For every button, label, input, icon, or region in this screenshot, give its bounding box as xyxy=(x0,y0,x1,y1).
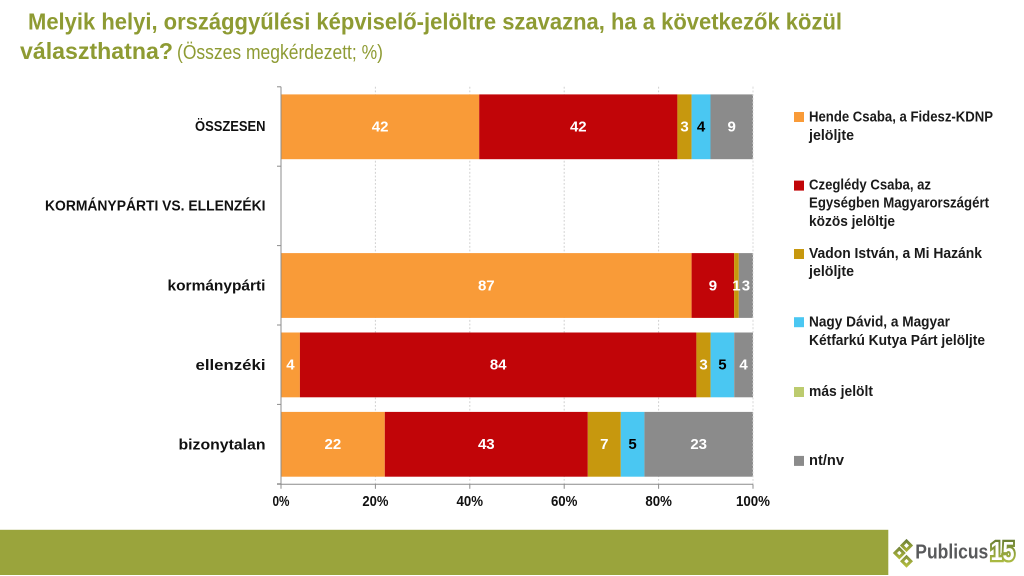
svg-text:Publicus: Publicus xyxy=(915,542,988,564)
svg-text:0%: 0% xyxy=(273,493,290,510)
svg-text:Egységben Magyarországért: Egységben Magyarországért xyxy=(809,196,989,212)
svg-text:Nagy Dávid, a Magyar: Nagy Dávid, a Magyar xyxy=(809,315,950,331)
svg-text:közös jelöltje: közös jelöltje xyxy=(809,214,895,230)
svg-text:(Összes megkérdezett; %): (Összes megkérdezett; %) xyxy=(177,41,383,64)
svg-text:5: 5 xyxy=(628,436,636,453)
svg-text:nt/nv: nt/nv xyxy=(809,453,844,469)
svg-text:1: 1 xyxy=(732,277,740,294)
svg-text:ÖSSZESEN: ÖSSZESEN xyxy=(195,118,266,135)
svg-text:5: 5 xyxy=(718,357,726,374)
svg-text:ellenzéki: ellenzéki xyxy=(196,357,266,374)
svg-text:9: 9 xyxy=(709,277,717,294)
svg-text:kormánypárti: kormánypárti xyxy=(168,278,266,295)
svg-text:60%: 60% xyxy=(551,493,578,510)
svg-text:40%: 40% xyxy=(457,493,484,510)
svg-text:4: 4 xyxy=(286,357,295,374)
svg-text:Vadon István, a Mi Hazánk: Vadon István, a Mi Hazánk xyxy=(809,246,983,262)
svg-text:Melyik helyi, országgyűlési ké: Melyik helyi, országgyűlési képviselő-je… xyxy=(28,9,842,35)
svg-text:15: 15 xyxy=(991,536,1015,566)
svg-text:4: 4 xyxy=(739,357,748,374)
svg-text:Czeglédy Csaba, az: Czeglédy Csaba, az xyxy=(809,177,931,193)
svg-text:választhatna?: választhatna? xyxy=(20,38,173,64)
svg-text:23: 23 xyxy=(690,436,707,453)
svg-text:más jelölt: más jelölt xyxy=(809,384,873,400)
svg-text:bizonytalan: bizonytalan xyxy=(179,436,266,453)
svg-text:100%: 100% xyxy=(736,493,770,510)
svg-text:20%: 20% xyxy=(362,493,388,510)
svg-text:42: 42 xyxy=(372,119,389,136)
svg-text:3: 3 xyxy=(680,119,688,136)
svg-text:Kétfarkú Kutya Párt jelöljte: Kétfarkú Kutya Párt jelöljte xyxy=(809,333,985,349)
svg-text:9: 9 xyxy=(728,119,736,136)
svg-text:KORMÁNYPÁRTI VS. ELLENZÉKI: KORMÁNYPÁRTI VS. ELLENZÉKI xyxy=(45,198,266,215)
svg-text:jelöljte: jelöljte xyxy=(808,264,854,280)
svg-text:42: 42 xyxy=(570,119,587,136)
svg-text:43: 43 xyxy=(478,436,495,453)
svg-text:87: 87 xyxy=(478,277,495,294)
svg-text:Hende Csaba, a Fidesz-KDNP: Hende Csaba, a Fidesz-KDNP xyxy=(809,110,993,126)
svg-text:7: 7 xyxy=(600,436,608,453)
svg-text:80%: 80% xyxy=(645,493,672,510)
svg-text:84: 84 xyxy=(490,357,507,374)
svg-text:jelöljte: jelöljte xyxy=(808,128,854,144)
svg-text:3: 3 xyxy=(699,357,707,374)
svg-text:3: 3 xyxy=(742,277,750,294)
svg-text:4: 4 xyxy=(697,119,706,136)
svg-text:22: 22 xyxy=(325,436,342,453)
